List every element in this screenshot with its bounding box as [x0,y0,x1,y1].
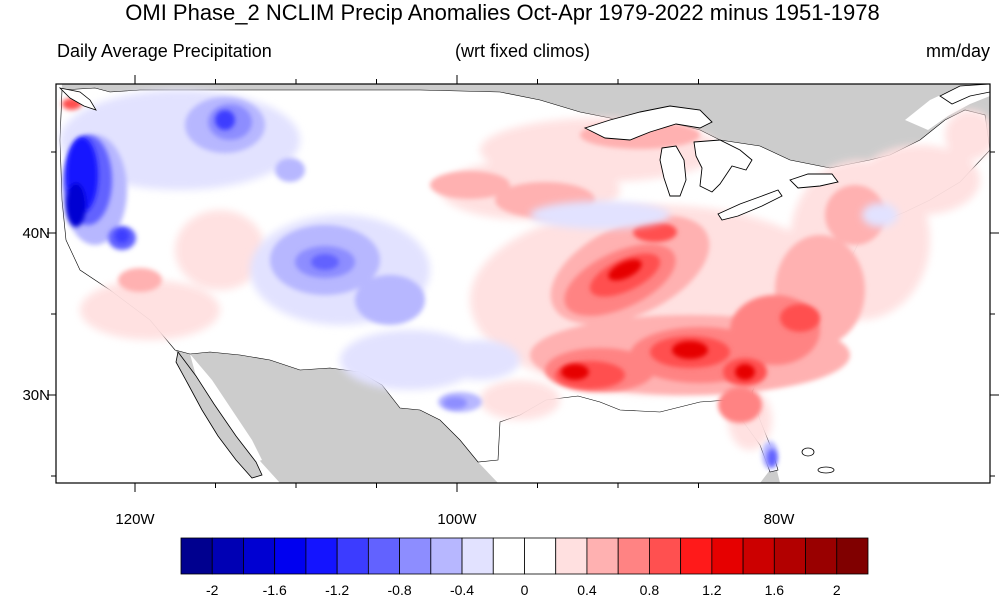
colorbar-label: 1.6 [765,582,785,597]
colorbar-swatch [211,537,244,575]
colorbar-swatch [492,537,525,575]
map-frame [55,83,991,484]
anomaly-patch [530,201,670,229]
lake-ontario [789,173,839,189]
lat-label-30n: 30N [22,387,50,404]
puget-sound [58,87,97,111]
colorbar-label: 1.2 [702,582,722,597]
axis-ticks [47,75,999,492]
island [801,447,815,457]
anomaly-patch [115,229,129,243]
lat-label-40n: 40N [22,225,50,242]
lake-superior [583,105,713,141]
colorbar-labels: -2 -1.6 -1.2 -0.8 -0.4 0 0.4 0.8 1.2 1.6 2 [206,582,841,597]
baja-california [175,351,263,479]
anomaly-patch [672,341,708,359]
island [817,466,835,474]
colorbar-swatch [243,537,276,575]
anomaly-patch [862,203,898,227]
gulf-of-california [190,354,262,462]
anomaly-patch [440,340,520,380]
anomaly-patch [561,364,589,380]
anomaly-patch [780,304,820,332]
northern-water [939,84,990,105]
colorbar-label: 0.4 [577,582,597,597]
anomaly-patch [825,185,885,245]
precip-anomaly-shading [60,90,990,469]
colorbar-label: 2 [833,582,841,597]
anomaly-patch [66,183,86,227]
great-lakes [583,105,839,221]
colorbar-swatch [742,537,775,575]
colorbar-swatch [336,537,369,575]
anomaly-patch [633,222,677,242]
anomaly-patch [430,171,510,199]
anomaly-patch [80,280,220,340]
lon-label-80w: 80W [764,511,796,528]
colorbar-swatch [399,537,432,575]
colorbar-label: 0 [521,582,529,597]
anomaly-patch [340,330,480,390]
anomaly-patch [175,210,265,290]
subtitle-left: Daily Average Precipitation [57,41,272,61]
anomaly-patch [608,259,642,281]
colorbar-label: -1.6 [263,582,287,597]
colorbar-label: 0.8 [640,582,660,597]
anomaly-patch [945,110,990,160]
anomaly-patch [480,380,560,420]
colorbar-swatch [649,537,682,575]
subtitle-units: mm/day [925,41,990,61]
colorbar-swatch [680,537,713,575]
colorbar-swatch [836,537,869,575]
colorbar-swatch [180,537,213,575]
anomaly-patch [443,397,467,409]
pacific-ocean [56,84,280,483]
anomaly-patch [118,268,162,292]
anomaly-patch [718,387,762,423]
colorbar-swatch [555,537,588,575]
colorbar-label: -2 [206,582,219,597]
colorbar-swatch [274,537,307,575]
lon-label-120w: 120W [115,511,155,528]
lon-label-100w: 100W [437,511,477,528]
colorbar-swatch [430,537,463,575]
colorbar-swatch [524,537,557,575]
colorbar-swatch [461,537,494,575]
anomaly-patch [311,254,339,270]
subtitle-center: (wrt fixed climos) [454,41,590,61]
colorbar-swatch [711,537,744,575]
lake-michigan [659,145,687,197]
anomaly-patch [767,449,777,467]
map-title: OMI Phase_2 NCLIM Precip Anomalies Oct-A… [125,0,880,25]
anomaly-patch [215,110,235,130]
colorbar-swatch [305,537,338,575]
colorbar-label: -0.4 [450,582,474,597]
colorbar [180,537,869,575]
anomaly-patch [860,145,980,215]
lake-huron [693,139,753,193]
colorbar-label: -0.8 [388,582,412,597]
anomaly-patch [355,275,425,325]
colorbar-swatch [773,537,806,575]
colorbar-label: -1.2 [325,582,349,597]
colorbar-swatch [586,537,619,575]
anomaly-patch [275,158,305,182]
colorbar-swatch [805,537,838,575]
lake-erie [717,189,783,221]
colorbar-swatch [617,537,650,575]
map-area [56,84,990,483]
anomaly-patch [735,364,755,380]
colorbar-swatch [367,537,400,575]
